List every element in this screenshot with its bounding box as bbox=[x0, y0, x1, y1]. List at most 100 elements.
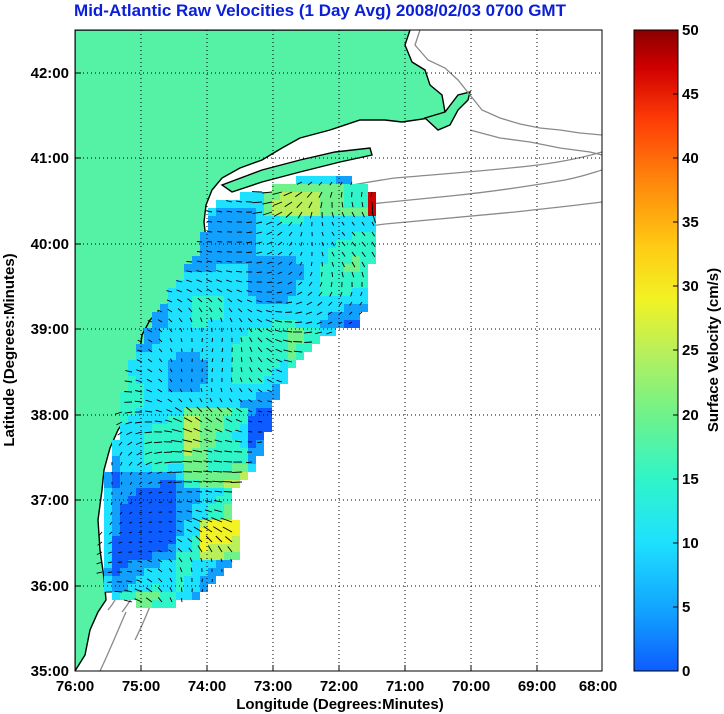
velocity-vector bbox=[209, 397, 213, 403]
velocity-cell bbox=[168, 560, 176, 568]
velocity-cell bbox=[240, 288, 248, 296]
velocity-cell bbox=[232, 312, 240, 320]
velocity-cell bbox=[328, 224, 336, 232]
velocity-cell bbox=[216, 304, 224, 312]
velocity-cell bbox=[120, 544, 128, 552]
velocity-cell bbox=[328, 176, 336, 184]
velocity-cell bbox=[232, 376, 240, 384]
velocity-cell bbox=[224, 472, 232, 480]
velocity-cell bbox=[232, 384, 240, 392]
velocity-vector bbox=[318, 291, 323, 297]
velocity-vector bbox=[341, 201, 344, 208]
velocity-vector bbox=[307, 291, 313, 296]
velocity-cell bbox=[208, 232, 216, 240]
velocity-vector bbox=[294, 321, 303, 324]
velocity-cell bbox=[144, 536, 152, 544]
velocity-cell bbox=[128, 424, 136, 432]
velocity-cell bbox=[152, 432, 160, 440]
y-tick-label: 42:00 bbox=[31, 65, 69, 82]
velocity-cell bbox=[224, 552, 232, 560]
velocity-vector bbox=[177, 547, 183, 553]
velocity-vector bbox=[266, 357, 273, 363]
velocity-vector bbox=[136, 369, 143, 373]
velocity-vector bbox=[257, 357, 263, 363]
velocity-cell bbox=[160, 488, 168, 496]
velocity-vector bbox=[166, 299, 173, 303]
velocity-vector bbox=[327, 321, 333, 325]
velocity-cell bbox=[176, 544, 184, 552]
velocity-cell bbox=[216, 336, 224, 344]
velocity-cell bbox=[128, 544, 136, 552]
velocity-cell bbox=[248, 376, 256, 384]
velocity-cell bbox=[192, 584, 200, 592]
velocity-vector bbox=[96, 551, 103, 556]
velocity-vector bbox=[265, 310, 273, 313]
velocity-vector bbox=[204, 428, 213, 433]
velocity-cell bbox=[224, 200, 232, 208]
velocity-vector bbox=[214, 490, 223, 493]
velocity-cell bbox=[144, 552, 152, 560]
velocity-vector bbox=[154, 451, 163, 454]
velocity-cell bbox=[104, 504, 112, 512]
velocity-cell bbox=[160, 432, 168, 440]
velocity-vector bbox=[128, 461, 133, 466]
velocity-cell bbox=[312, 280, 320, 288]
velocity-vector bbox=[256, 241, 263, 245]
velocity-cell bbox=[208, 520, 216, 528]
velocity-cell bbox=[216, 384, 224, 392]
velocity-cell bbox=[152, 504, 160, 512]
velocity-cell bbox=[200, 296, 208, 304]
velocity-cell bbox=[184, 568, 192, 576]
velocity-vector bbox=[248, 420, 253, 423]
velocity-vector bbox=[222, 526, 233, 533]
velocity-vector bbox=[256, 251, 263, 254]
velocity-cell bbox=[232, 464, 240, 472]
velocity-cell bbox=[112, 456, 120, 464]
velocity-cell bbox=[168, 424, 176, 432]
velocity-vector bbox=[214, 439, 223, 443]
velocity-cell bbox=[208, 224, 216, 232]
velocity-cell bbox=[224, 432, 232, 440]
velocity-cell bbox=[224, 360, 232, 368]
velocity-vector bbox=[240, 347, 243, 353]
velocity-cell bbox=[144, 408, 152, 416]
velocity-cell bbox=[248, 464, 256, 472]
velocity-vector bbox=[148, 550, 153, 553]
velocity-vector bbox=[206, 260, 213, 263]
velocity-cell bbox=[224, 560, 232, 568]
velocity-vector bbox=[136, 359, 143, 363]
velocity-cell bbox=[208, 424, 216, 432]
velocity-cell bbox=[136, 352, 144, 360]
velocity-vector bbox=[227, 298, 233, 303]
velocity-vector bbox=[258, 420, 263, 423]
velocity-vector bbox=[256, 231, 263, 235]
velocity-vector bbox=[351, 221, 355, 226]
velocity-vector bbox=[98, 531, 103, 537]
velocity-cell bbox=[304, 272, 312, 280]
velocity-cell bbox=[200, 392, 208, 400]
velocity-cell bbox=[152, 352, 160, 360]
velocity-cell bbox=[328, 216, 336, 224]
x-tick-label: 68:00 bbox=[579, 678, 617, 695]
velocity-vector bbox=[266, 221, 273, 225]
velocity-cell bbox=[168, 512, 176, 520]
velocity-vector bbox=[169, 368, 173, 373]
velocity-cell bbox=[144, 392, 152, 400]
velocity-cell bbox=[200, 536, 208, 544]
velocity-cell bbox=[200, 304, 208, 312]
velocity-vector bbox=[321, 251, 324, 257]
velocity-cell bbox=[320, 320, 328, 328]
velocity-cell bbox=[136, 472, 144, 480]
velocity-cell bbox=[128, 480, 136, 488]
velocity-vector bbox=[215, 535, 223, 543]
velocity-vector bbox=[277, 231, 283, 236]
velocity-vector bbox=[246, 280, 253, 283]
velocity-vector bbox=[147, 368, 153, 373]
velocity-cell bbox=[216, 288, 224, 296]
velocity-cell bbox=[288, 184, 296, 192]
velocity-cell bbox=[104, 472, 112, 480]
velocity-vector bbox=[123, 599, 133, 603]
velocity-cell bbox=[232, 528, 240, 536]
velocity-cell bbox=[264, 208, 272, 216]
velocity-cell bbox=[136, 448, 144, 456]
